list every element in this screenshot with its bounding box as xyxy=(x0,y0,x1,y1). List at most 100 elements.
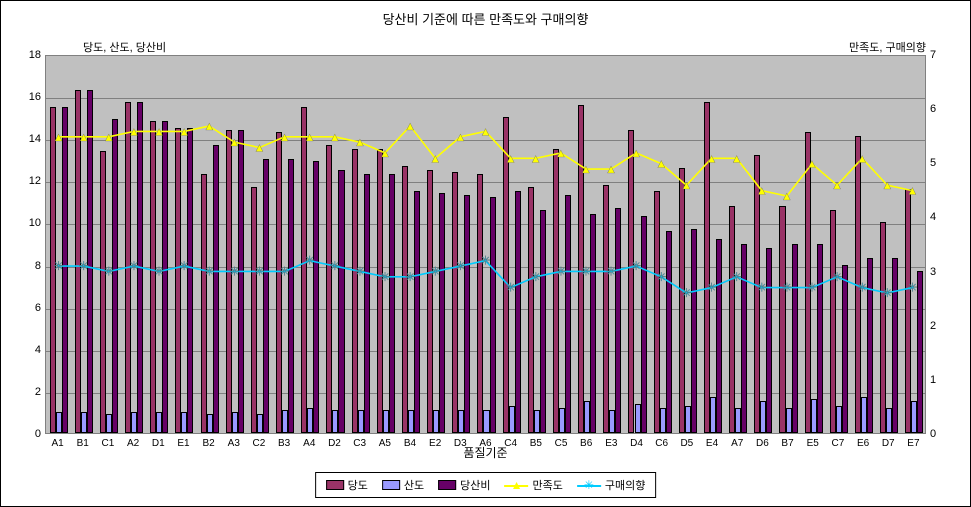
y-tick-left: 10 xyxy=(29,217,41,229)
legend-swatch-line: ✳ xyxy=(577,479,601,491)
marker-satisfaction: ▲ xyxy=(153,124,165,138)
y-tick-left: 14 xyxy=(29,133,41,145)
legend-swatch-bar xyxy=(382,480,400,490)
marker-purchase: ✳ xyxy=(656,270,666,284)
marker-satisfaction: ▲ xyxy=(304,130,316,144)
legend-label: 당산비 xyxy=(460,477,490,493)
marker-purchase: ✳ xyxy=(430,264,440,278)
marker-purchase: ✳ xyxy=(380,270,390,284)
plot-area: ▲▲▲▲▲▲▲▲▲▲▲▲▲▲▲▲▲▲▲▲▲▲▲▲▲▲▲▲▲▲▲▲▲▲▲✳✳✳✳✳… xyxy=(45,55,926,434)
marker-satisfaction: ▲ xyxy=(254,141,266,155)
marker-satisfaction: ▲ xyxy=(78,130,90,144)
legend-label: 당도 xyxy=(348,477,368,493)
legend: 당도 산도 당산비 ▲ 만족도 ✳ 구매의향 xyxy=(315,472,657,498)
marker-purchase: ✳ xyxy=(857,281,867,295)
marker-satisfaction: ▲ xyxy=(429,151,441,165)
marker-purchase: ✳ xyxy=(606,264,616,278)
marker-purchase: ✳ xyxy=(506,281,516,295)
marker-satisfaction: ▲ xyxy=(404,119,416,133)
y-tick-right: 5 xyxy=(930,157,936,169)
marker-satisfaction: ▲ xyxy=(354,135,366,149)
marker-satisfaction: ▲ xyxy=(881,178,893,192)
marker-purchase: ✳ xyxy=(330,259,340,273)
marker-purchase: ✳ xyxy=(681,286,691,300)
marker-purchase: ✳ xyxy=(631,259,641,273)
y-tick-left: 4 xyxy=(35,344,41,356)
marker-satisfaction: ▲ xyxy=(128,124,140,138)
marker-satisfaction: ▲ xyxy=(555,146,567,160)
marker-satisfaction: ▲ xyxy=(706,151,718,165)
legend-item: ▲ 만족도 xyxy=(505,477,563,493)
y-tick-right: 7 xyxy=(930,49,936,61)
legend-label: 만족도 xyxy=(533,477,563,493)
marker-satisfaction: ▲ xyxy=(781,189,793,203)
marker-purchase: ✳ xyxy=(179,259,189,273)
marker-purchase: ✳ xyxy=(104,264,114,278)
marker-purchase: ✳ xyxy=(782,281,792,295)
marker-satisfaction: ▲ xyxy=(856,151,868,165)
marker-purchase: ✳ xyxy=(129,259,139,273)
y-tick-left: 2 xyxy=(35,386,41,398)
y-tick-right: 0 xyxy=(930,428,936,440)
marker-satisfaction: ▲ xyxy=(680,178,692,192)
marker-satisfaction: ▲ xyxy=(454,130,466,144)
right-axis-title: 만족도, 구매의향 xyxy=(849,39,926,55)
legend-item: 산도 xyxy=(382,477,424,493)
marker-purchase: ✳ xyxy=(907,281,917,295)
marker-satisfaction: ▲ xyxy=(731,151,743,165)
legend-swatch-line: ▲ xyxy=(505,479,529,491)
right-y-axis-labels: 01234567 xyxy=(928,55,962,434)
y-tick-right: 4 xyxy=(930,211,936,223)
marker-satisfaction: ▲ xyxy=(505,151,517,165)
marker-satisfaction: ▲ xyxy=(655,157,667,171)
marker-satisfaction: ▲ xyxy=(178,124,190,138)
y-tick-left: 0 xyxy=(35,428,41,440)
marker-purchase: ✳ xyxy=(832,270,842,284)
y-tick-right: 2 xyxy=(930,320,936,332)
y-tick-right: 3 xyxy=(930,266,936,278)
y-tick-left: 6 xyxy=(35,302,41,314)
marker-purchase: ✳ xyxy=(556,264,566,278)
legend-item: 당도 xyxy=(326,477,368,493)
marker-purchase: ✳ xyxy=(79,259,89,273)
marker-purchase: ✳ xyxy=(732,270,742,284)
y-tick-left: 8 xyxy=(35,260,41,272)
marker-purchase: ✳ xyxy=(405,270,415,284)
marker-satisfaction: ▲ xyxy=(228,135,240,149)
lines-layer: ▲▲▲▲▲▲▲▲▲▲▲▲▲▲▲▲▲▲▲▲▲▲▲▲▲▲▲▲▲▲▲▲▲▲▲✳✳✳✳✳… xyxy=(46,56,925,433)
marker-satisfaction: ▲ xyxy=(907,184,919,198)
marker-satisfaction: ▲ xyxy=(756,184,768,198)
legend-item: ✳ 구매의향 xyxy=(577,477,645,493)
marker-purchase: ✳ xyxy=(807,281,817,295)
legend-swatch-bar xyxy=(326,480,344,490)
y-tick-left: 18 xyxy=(29,49,41,61)
marker-satisfaction: ▲ xyxy=(379,146,391,160)
marker-purchase: ✳ xyxy=(254,264,264,278)
marker-purchase: ✳ xyxy=(204,264,214,278)
y-tick-left: 16 xyxy=(29,91,41,103)
y-tick-right: 1 xyxy=(930,374,936,386)
marker-satisfaction: ▲ xyxy=(806,157,818,171)
legend-label: 산도 xyxy=(404,477,424,493)
marker-purchase: ✳ xyxy=(455,259,465,273)
left-y-axis-labels: 024681012141618 xyxy=(9,55,43,434)
marker-purchase: ✳ xyxy=(154,264,164,278)
x-axis-title: 품질기준 xyxy=(1,444,970,461)
marker-purchase: ✳ xyxy=(707,281,717,295)
marker-satisfaction: ▲ xyxy=(480,124,492,138)
marker-purchase: ✳ xyxy=(480,254,490,268)
y-tick-left: 12 xyxy=(29,175,41,187)
marker-purchase: ✳ xyxy=(54,259,64,273)
marker-satisfaction: ▲ xyxy=(53,130,65,144)
marker-purchase: ✳ xyxy=(531,270,541,284)
legend-swatch-bar xyxy=(438,480,456,490)
marker-satisfaction: ▲ xyxy=(203,119,215,133)
marker-satisfaction: ▲ xyxy=(279,130,291,144)
marker-purchase: ✳ xyxy=(305,254,315,268)
legend-label: 구매의향 xyxy=(605,477,645,493)
marker-satisfaction: ▲ xyxy=(605,162,617,176)
marker-purchase: ✳ xyxy=(882,286,892,300)
chart-title: 당산비 기준에 따른 만족도와 구매의향 xyxy=(1,1,970,32)
marker-satisfaction: ▲ xyxy=(103,130,115,144)
marker-purchase: ✳ xyxy=(757,281,767,295)
